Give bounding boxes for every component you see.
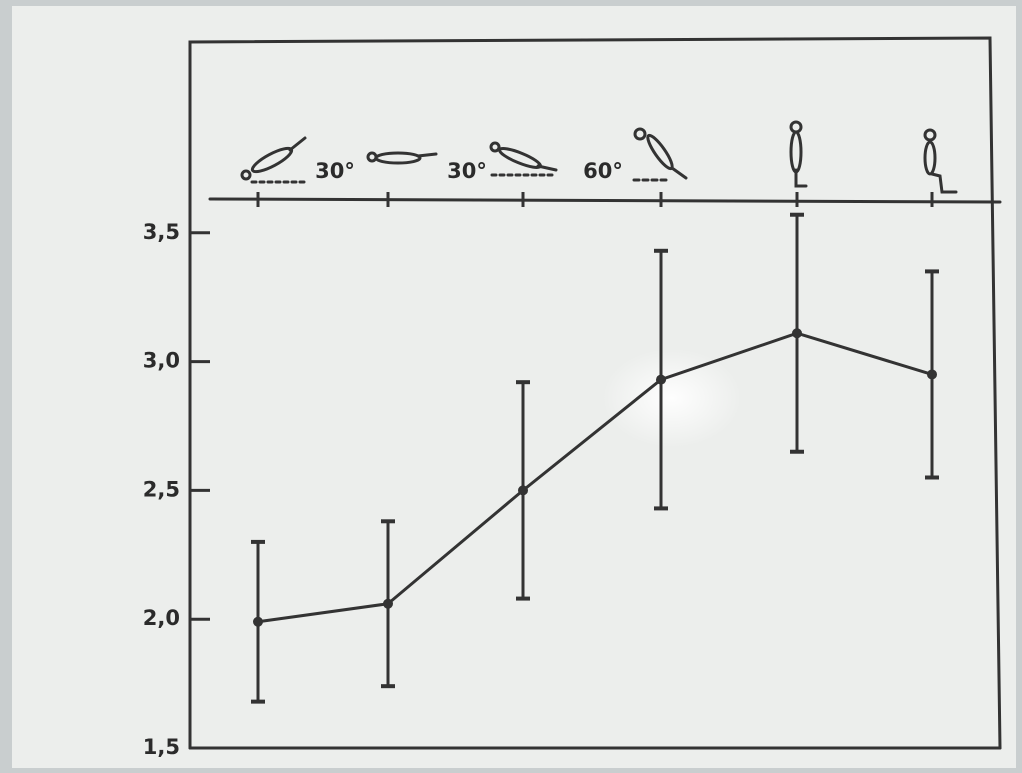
angle-label: 60°: [583, 159, 623, 183]
angle-label: 30°: [315, 159, 355, 183]
page: {"chart_data": {"type": "line", "categor…: [0, 0, 1022, 773]
y-tick-label: 2,0: [143, 606, 180, 630]
paper: [12, 6, 1016, 768]
data-point: [792, 328, 802, 338]
data-point: [518, 485, 528, 495]
data-point: [383, 599, 393, 609]
data-point: [253, 617, 263, 627]
y-tick-label: 3,5: [143, 220, 180, 244]
angle-label: 30°: [447, 159, 487, 183]
glare: [602, 348, 742, 448]
chart: 1,5 2,0 2,5 3,0 3,5 30° 30° 60°: [0, 0, 1022, 773]
y-tick-label: 1,5: [143, 735, 180, 759]
data-point: [656, 375, 666, 385]
data-point: [927, 369, 937, 379]
y-tick-label: 3,0: [143, 349, 180, 373]
y-tick-label: 2,5: [143, 477, 180, 501]
